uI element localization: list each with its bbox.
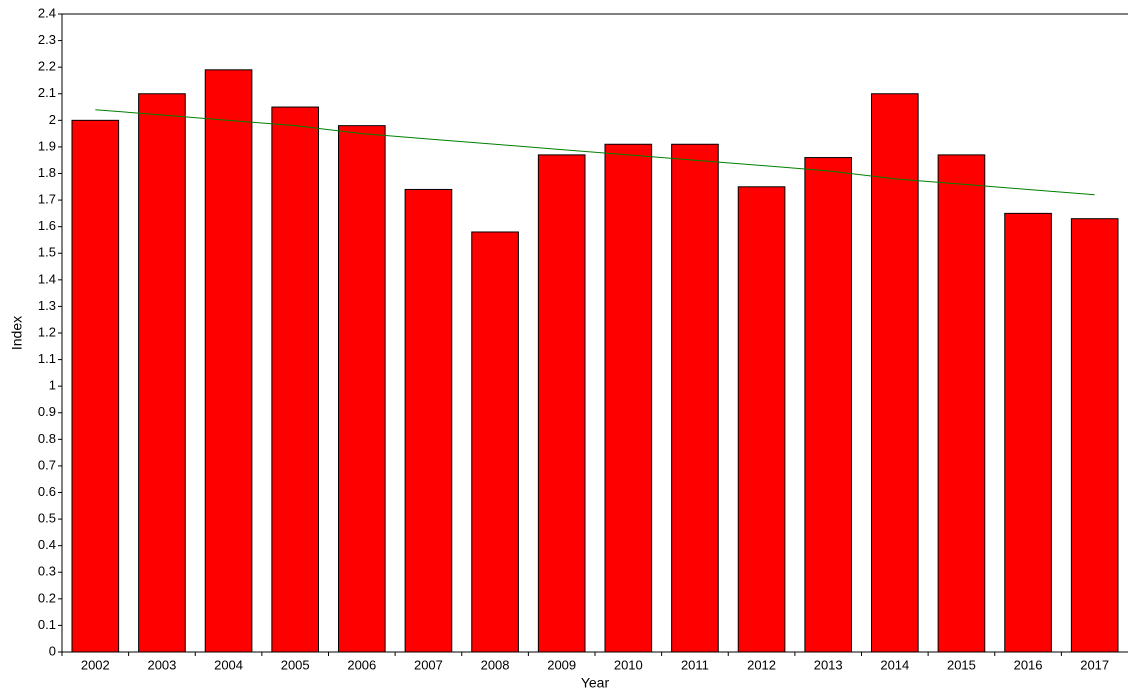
y-tick-label: 1.9 [38,138,56,153]
y-tick-label: 0.8 [38,431,56,446]
x-tick-label: 2010 [614,657,643,672]
x-tick-label: 2003 [147,657,176,672]
y-tick-label: 0.9 [38,404,56,419]
x-tick-label: 2015 [947,657,976,672]
bar [138,93,186,653]
bar [870,93,919,653]
y-tick-label: 1.5 [38,245,56,260]
y-tick-label: 2.3 [38,32,56,47]
bar [404,188,453,653]
y-tick-label: 0 [49,643,56,658]
bar [337,125,386,653]
x-tick-label: 2005 [281,657,310,672]
y-tick-label: 2.1 [38,85,56,100]
bar [737,186,786,653]
x-tick-label: 2017 [1080,657,1109,672]
y-tick-label: 1.4 [38,271,56,286]
y-tick-label: 1.3 [38,298,56,313]
y-tick-label: 1.7 [38,192,56,207]
y-tick-label: 0.4 [38,537,56,552]
y-tick-label: 0.3 [38,564,56,579]
x-tick-label: 2012 [747,657,776,672]
bar [937,154,986,653]
y-tick-label: 0.1 [38,617,56,632]
x-tick-label: 2006 [347,657,376,672]
x-axis-label: Year [581,675,610,691]
bar [271,106,320,653]
bar [204,69,253,653]
y-tick-label: 0.6 [38,484,56,499]
y-tick-label: 2.2 [38,59,56,74]
x-tick-label: 2016 [1014,657,1043,672]
y-tick-label: 1.8 [38,165,56,180]
bar [71,119,120,653]
x-tick-label: 2014 [880,657,909,672]
x-tick-label: 2004 [214,657,243,672]
y-tick-label: 0.7 [38,457,56,472]
x-tick-label: 2008 [481,657,510,672]
y-tick-label: 2.4 [38,5,56,20]
y-tick-label: 1 [49,378,56,393]
bar [471,231,519,653]
y-tick-label: 0.5 [38,511,56,526]
x-tick-label: 2011 [681,657,709,672]
x-tick-label: 2013 [814,657,843,672]
y-tick-label: 1.2 [38,324,56,339]
bar [537,154,586,653]
x-tick-label: 2009 [547,657,576,672]
trend-line [95,109,1095,196]
bar [604,143,653,653]
bar [671,143,719,653]
bar [1004,212,1052,653]
y-tick-label: 1.6 [38,218,56,233]
bar [1070,218,1119,653]
x-tick-label: 2007 [414,657,443,672]
y-tick-label: 2 [49,112,56,127]
y-tick-label: 1.1 [38,351,56,366]
y-axis-label: Index [9,316,25,350]
y-tick-label: 0.2 [38,590,56,605]
bar [804,157,853,653]
x-tick-label: 2002 [81,657,110,672]
